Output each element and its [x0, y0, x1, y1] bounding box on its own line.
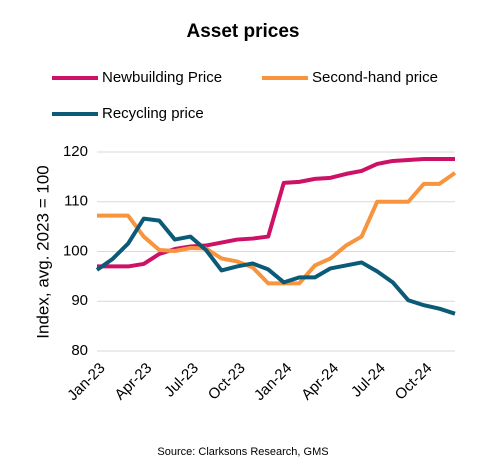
- y-tick-label: 110: [64, 193, 88, 210]
- x-tick-label: Oct-23: [205, 360, 249, 404]
- x-tick-label: Apr-23: [111, 360, 155, 404]
- y-tick-label: 80: [71, 342, 88, 359]
- legend-label: Recycling price: [102, 105, 204, 122]
- x-tick-label: Jul-23: [161, 360, 202, 401]
- x-tick-label: Apr-24: [298, 360, 342, 404]
- y-tick-label: 90: [71, 292, 88, 309]
- series-line: [97, 156, 455, 269]
- x-tick-label: Jul-24: [348, 360, 389, 401]
- y-tick-label: 120: [63, 143, 88, 160]
- legend-label: Second-hand price: [312, 69, 438, 86]
- x-tick-label: Jan-24: [251, 360, 295, 404]
- x-tick-label: Jan-23: [64, 360, 108, 404]
- legend-label: Newbuilding Price: [102, 69, 222, 86]
- y-tick-label: 100: [63, 242, 88, 259]
- chart-title: Asset prices: [186, 21, 299, 42]
- series-line: [95, 216, 456, 316]
- x-tick-label: Oct-24: [392, 360, 436, 404]
- y-axis-label: Index, avg. 2023 = 100: [33, 165, 52, 338]
- series-line: [97, 171, 457, 286]
- source: Source: Clarksons Research, GMS: [157, 446, 328, 458]
